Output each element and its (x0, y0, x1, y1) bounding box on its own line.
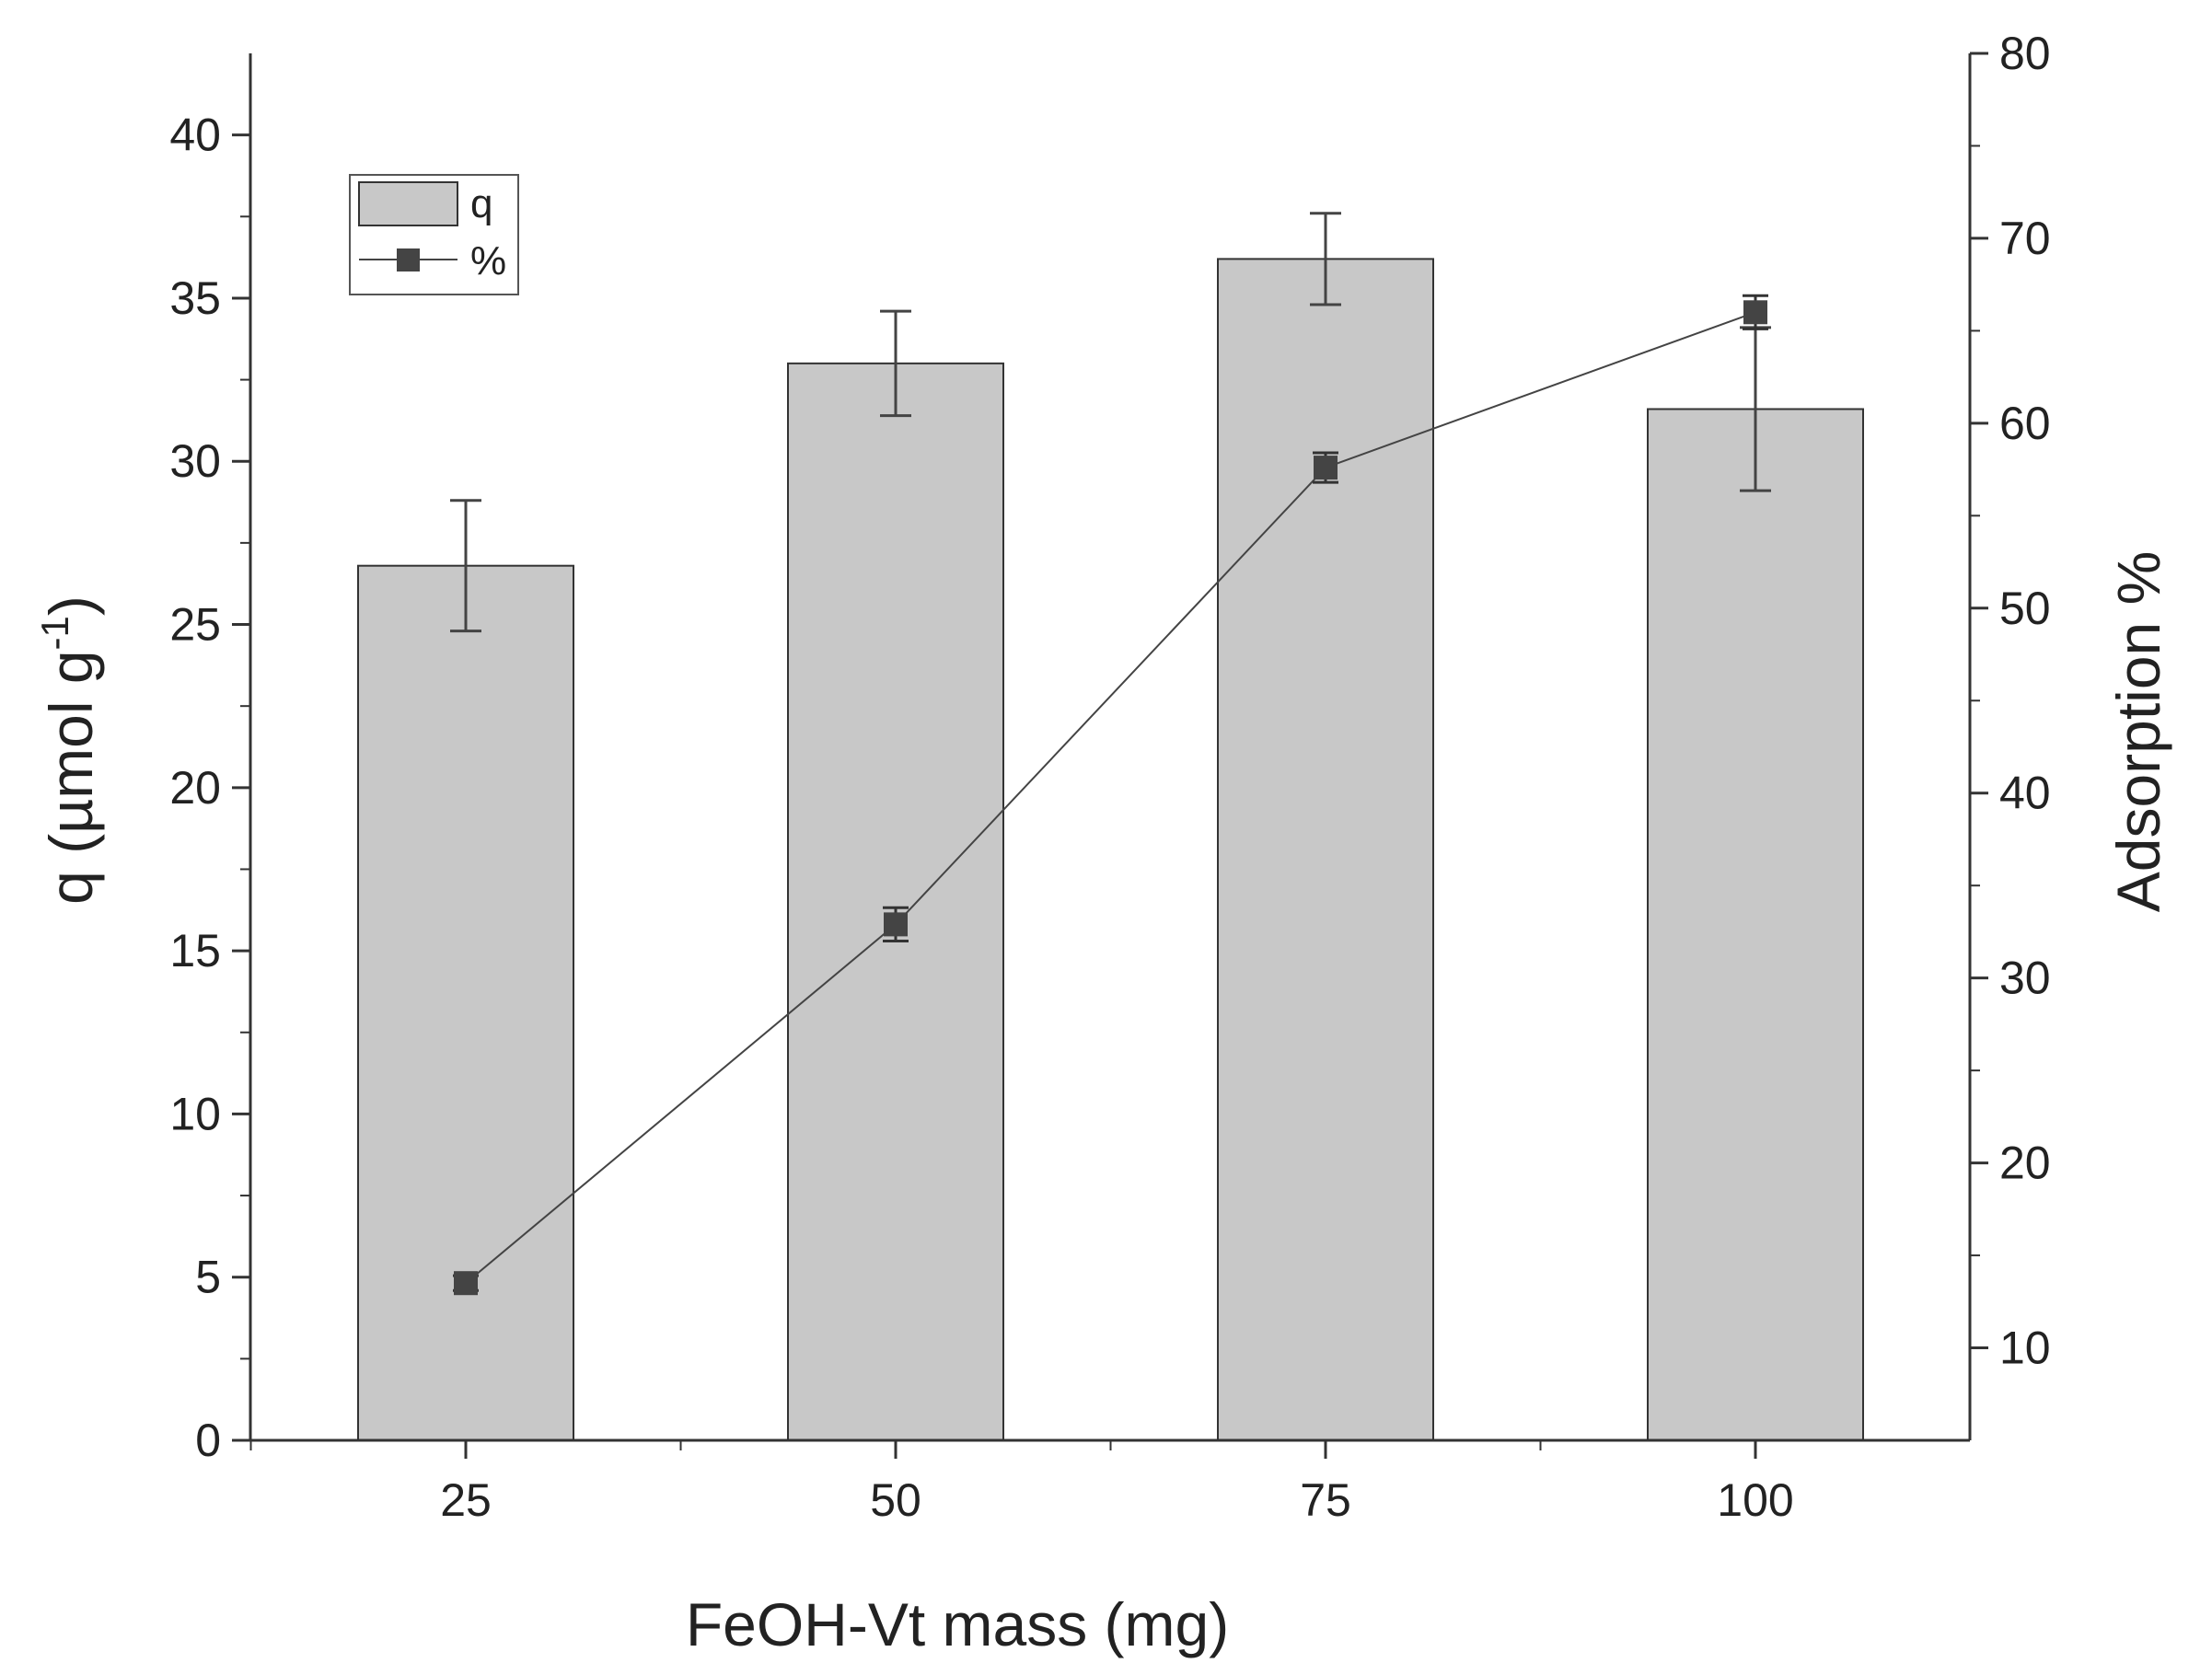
y2-tick-label-10: 10 (1999, 1323, 2051, 1374)
y-tick-label-40: 40 (169, 110, 221, 161)
bar-75 (1217, 258, 1434, 1441)
y-tick-label-0: 0 (195, 1415, 221, 1466)
y-tick-label-25: 25 (169, 599, 221, 651)
x-tick-label-100: 100 (1717, 1474, 1793, 1526)
y2-tick-label-30: 30 (1999, 953, 2051, 1004)
point-25 (454, 1271, 478, 1296)
y2-tick-label-70: 70 (1999, 213, 2051, 264)
y2-tick-label-50: 50 (1999, 583, 2051, 634)
legend-q-swatch (358, 181, 458, 226)
x-axis-title: FeOH-Vt mass (mg) (686, 1590, 1229, 1658)
y-tick-label-15: 15 (169, 925, 221, 976)
y-axis-title-superscript: -1 (33, 616, 76, 650)
legend-pct-marker (397, 248, 420, 271)
point-75 (1314, 456, 1338, 480)
bars-layer (357, 212, 1864, 1442)
bar-100 (1647, 408, 1864, 1441)
axes-layer: 0 5 10 15 20 25 30 35 40 10 20 30 40 50 60 70 80 25 50 75 10… (169, 28, 2050, 1526)
y2-tick-label-60: 60 (1999, 398, 2051, 449)
point-50 (884, 912, 908, 937)
legend-pct-label: % (470, 238, 506, 283)
y2-axis-title: Adsorption % (2104, 551, 2172, 913)
legend: q % (349, 174, 519, 295)
adsorption-line (465, 311, 1756, 1284)
line-layer (453, 294, 1768, 1296)
y-axis-title: q (µmol g-1) (33, 595, 105, 905)
y2-tick-label-20: 20 (1999, 1138, 2051, 1189)
y-axis-title-main: q (µmol g (37, 650, 105, 904)
x-tick-label-50: 50 (870, 1474, 921, 1526)
x-tick-label-25: 25 (440, 1474, 492, 1526)
y-axis-title-close: ) (37, 595, 105, 616)
y2-tick-label-40: 40 (1999, 768, 2051, 819)
y-tick-label-30: 30 (169, 435, 221, 487)
y-tick-label-10: 10 (169, 1088, 221, 1139)
y-tick-label-35: 35 (169, 272, 221, 324)
y-tick-label-20: 20 (169, 762, 221, 814)
y-tick-label-5: 5 (195, 1252, 221, 1303)
point-100 (1743, 300, 1767, 325)
bar-50 (787, 362, 1004, 1442)
bar-25 (357, 564, 574, 1441)
legend-q-label: q (470, 181, 492, 226)
x-tick-label-75: 75 (1300, 1474, 1351, 1526)
y2-tick-label-80: 80 (1999, 28, 2051, 79)
